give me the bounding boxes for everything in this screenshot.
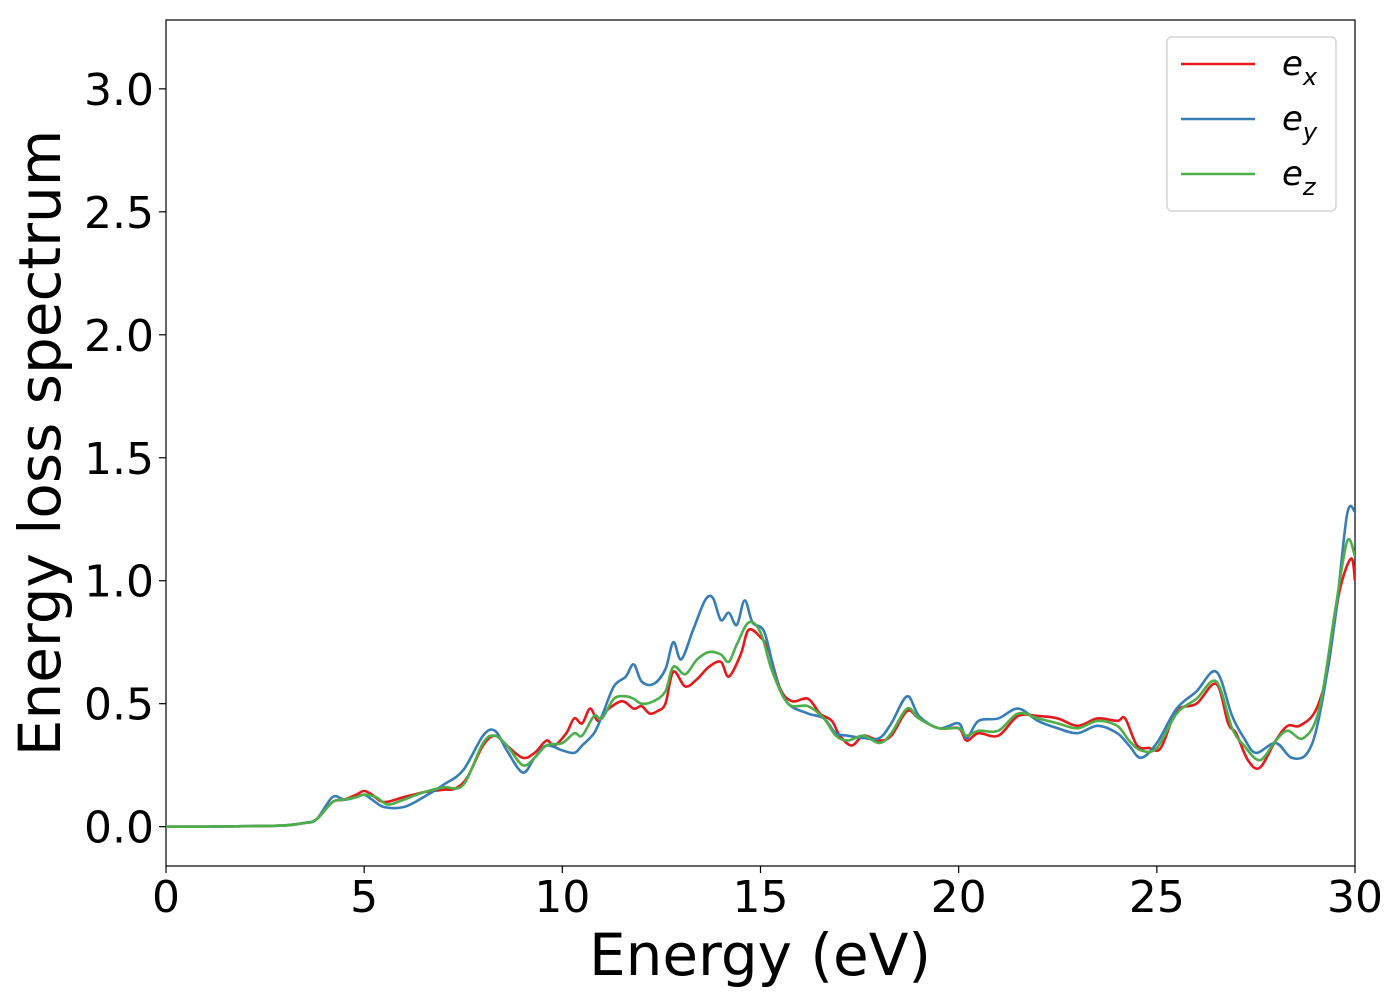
y-tick-label: 0.0 (84, 803, 154, 854)
x-tick-label: 25 (1129, 872, 1185, 923)
y-axis-ticks: 0.0 0.5 1.0 1.5 2.0 2.5 3.0 (84, 65, 166, 854)
x-tick-label: 10 (534, 872, 590, 923)
y-tick-label: 3.0 (84, 65, 154, 116)
plot-area (165, 19, 1356, 867)
y-tick-label: 2.5 (84, 188, 154, 239)
legend-label-e-y: ey (1282, 99, 1318, 146)
y-axis-label: Energy loss spectrum (6, 130, 74, 756)
legend-label-sub: z (1302, 173, 1317, 201)
y-tick-label: 1.5 (84, 434, 154, 485)
x-tick-label: 0 (152, 872, 180, 923)
series-line-e-z (166, 538, 1355, 828)
y-tick-label: 2.0 (84, 311, 154, 362)
plot-frame (165, 19, 1356, 867)
series-group (166, 504, 1355, 828)
legend-label-e-x: ex (1282, 44, 1318, 91)
x-tick-label: 20 (931, 872, 987, 923)
x-axis-label: Energy (eV) (589, 921, 931, 989)
legend-label-sub: y (1302, 118, 1318, 146)
x-tick-label: 5 (350, 872, 378, 923)
legend-label-main: e (1282, 154, 1303, 194)
legend-label-main: e (1282, 99, 1303, 139)
y-tick-label: 0.5 (84, 680, 154, 731)
x-axis-ticks: 0 5 10 15 20 25 30 (152, 866, 1383, 923)
legend-label-main: e (1282, 44, 1303, 84)
legend-frame (1166, 36, 1337, 212)
legend-label-sub: x (1302, 63, 1318, 91)
y-tick-label: 1.0 (84, 557, 154, 608)
x-tick-label: 30 (1327, 872, 1383, 923)
x-tick-label: 15 (733, 872, 789, 923)
legend-label-e-z: ez (1282, 154, 1317, 201)
